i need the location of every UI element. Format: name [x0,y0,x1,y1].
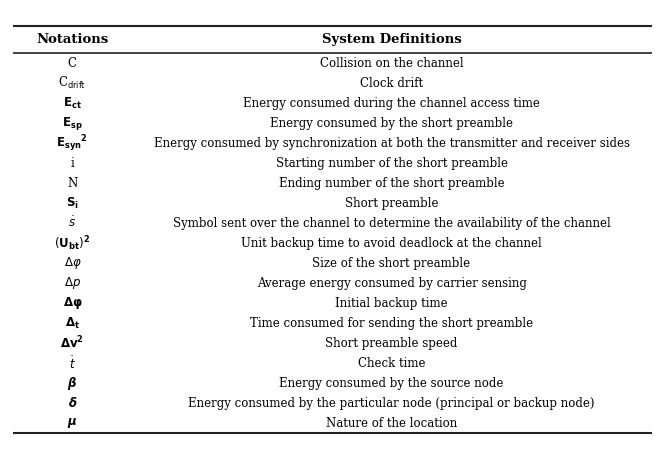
Text: Energy consumed by the short preamble: Energy consumed by the short preamble [270,117,513,130]
Text: Energy consumed during the channel access time: Energy consumed during the channel acces… [243,97,540,110]
Text: Ending number of the short preamble: Ending number of the short preamble [279,177,504,190]
Text: N: N [67,177,78,190]
Text: $\mathbf{E_{ct}}$: $\mathbf{E_{ct}}$ [63,96,82,111]
Text: Clock drift: Clock drift [360,77,423,90]
Text: Time consumed for sending the short preamble: Time consumed for sending the short prea… [250,317,533,330]
Text: $\dot{s}$: $\dot{s}$ [68,216,76,230]
Text: $\Delta p$: $\Delta p$ [64,275,81,291]
Text: $\mathbf{\Delta\boldsymbol{\varphi}}$: $\mathbf{\Delta\boldsymbol{\varphi}}$ [63,295,82,311]
Text: $\boldsymbol{\mu}$: $\boldsymbol{\mu}$ [67,416,77,430]
Text: Notations: Notations [36,33,108,46]
Text: $\mathbf{S_i}$: $\mathbf{S_i}$ [66,196,78,211]
Text: Unit backup time to avoid deadlock at the channel: Unit backup time to avoid deadlock at th… [241,237,542,250]
Text: $\mathbf{E_{sp}}$: $\mathbf{E_{sp}}$ [62,115,82,132]
Text: $\mathbf{\Delta_t}$: $\mathbf{\Delta_t}$ [65,316,80,331]
Text: Short preamble speed: Short preamble speed [325,337,458,350]
Text: Collision on the channel: Collision on the channel [320,57,464,70]
Text: Energy consumed by the particular node (principal or backup node): Energy consumed by the particular node (… [188,397,595,410]
Text: $\boldsymbol{\beta}$: $\boldsymbol{\beta}$ [67,375,77,392]
Text: C: C [68,57,77,70]
Text: System Definitions: System Definitions [322,33,462,46]
Text: i: i [70,156,74,170]
Text: Initial backup time: Initial backup time [335,297,448,310]
Text: C$_\mathrm{drift}$: C$_\mathrm{drift}$ [59,75,86,91]
Text: $\boldsymbol{\delta}$: $\boldsymbol{\delta}$ [68,396,77,410]
Text: $(\mathbf{U_{bt}})^{\mathbf{2}}$: $(\mathbf{U_{bt}})^{\mathbf{2}}$ [55,234,90,253]
Text: $\mathbf{E_{syn}}$$^{\mathbf{2}}$: $\mathbf{E_{syn}}$$^{\mathbf{2}}$ [57,133,88,153]
Text: $\mathbf{\Delta v^2}$: $\mathbf{\Delta v^2}$ [61,335,84,352]
Text: Starting number of the short preamble: Starting number of the short preamble [275,156,507,170]
Text: Size of the short preamble: Size of the short preamble [313,257,471,270]
Text: $\Delta\varphi$: $\Delta\varphi$ [64,255,81,271]
Text: $\dot{t}$: $\dot{t}$ [69,355,76,372]
Text: Energy consumed by synchronization at both the transmitter and receiver sides: Energy consumed by synchronization at bo… [154,137,630,150]
Text: Energy consumed by the source node: Energy consumed by the source node [279,377,504,390]
Text: Nature of the location: Nature of the location [326,417,457,430]
Text: Symbol sent over the channel to determine the availability of the channel: Symbol sent over the channel to determin… [173,217,610,230]
Text: Short preamble: Short preamble [344,197,438,210]
Text: Average energy consumed by carrier sensing: Average energy consumed by carrier sensi… [257,277,527,290]
Text: Check time: Check time [358,357,426,370]
